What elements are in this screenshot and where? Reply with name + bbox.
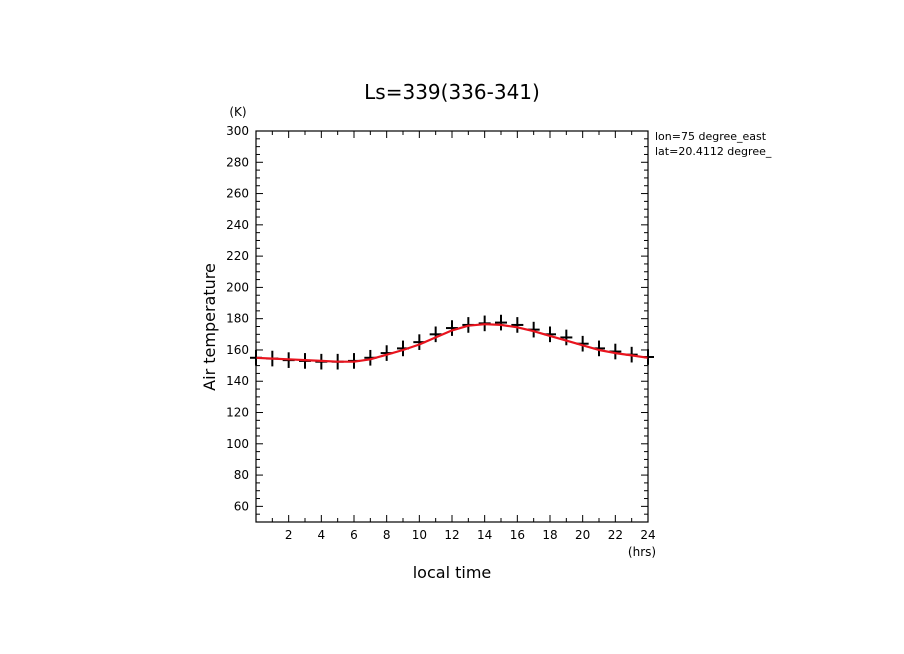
x-unit-label: (hrs)	[628, 545, 656, 559]
y-tick-label: 80	[234, 468, 249, 482]
x-tick-label: 16	[510, 528, 525, 542]
y-tick-label: 240	[226, 218, 249, 232]
x-tick-label: 22	[608, 528, 623, 542]
y-tick-label: 300	[226, 124, 249, 138]
observation-point	[495, 314, 507, 331]
observation-point	[511, 317, 524, 333]
y-tick-label: 280	[226, 155, 249, 169]
x-tick-label: 10	[412, 528, 427, 542]
model-line	[255, 323, 649, 363]
y-tick-label: 60	[234, 499, 249, 513]
x-tick-label: 8	[383, 528, 391, 542]
annotation-lat: lat=20.4112 degree_	[655, 145, 772, 158]
y-tick-labels: 60 80 100 120 140 160 180 200 220 240 260 280 300	[226, 124, 249, 513]
x-tick-label: 14	[477, 528, 492, 542]
observation-point	[446, 320, 458, 336]
model-line-layer	[255, 323, 649, 363]
chart-title: Ls=339(336-341)	[364, 80, 540, 104]
x-tick-label: 20	[575, 528, 590, 542]
x-tick-labels: 2 4 6 8 10 12 14 16 18 20 22 24	[285, 528, 656, 542]
plot-frame	[255, 130, 649, 523]
x-tick-label: 18	[542, 528, 557, 542]
x-tick-label: 12	[444, 528, 459, 542]
observation-point	[560, 329, 573, 346]
y-axis-title: Air temperature	[200, 263, 219, 391]
x-tick-label: 24	[640, 528, 655, 542]
y-tick-label: 220	[226, 249, 249, 263]
y-tick-label: 160	[226, 343, 249, 357]
y-tick-label: 200	[226, 280, 249, 294]
x-tick-label: 2	[285, 528, 293, 542]
y-tick-label: 120	[226, 406, 249, 420]
observation-point	[429, 326, 442, 343]
y-tick-label: 100	[226, 437, 249, 451]
x-tick-label: 4	[318, 528, 326, 542]
y-unit-label: (K)	[229, 105, 246, 119]
x-tick-label: 6	[350, 528, 358, 542]
y-tick-label: 180	[226, 312, 249, 326]
axis-ticks	[255, 130, 649, 523]
y-tick-label: 260	[226, 187, 249, 201]
x-axis-title: local time	[413, 563, 492, 582]
y-tick-label: 140	[226, 374, 249, 388]
annotation-lon: lon=75 degree_east	[655, 130, 767, 143]
